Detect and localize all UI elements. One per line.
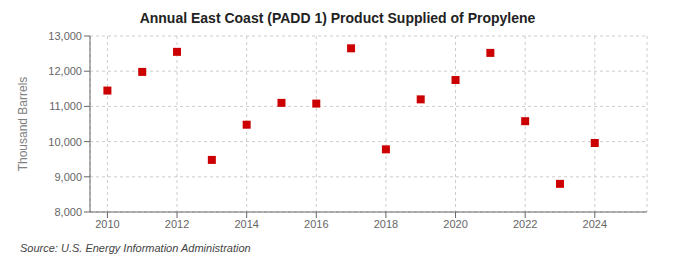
svg-text:10,000: 10,000: [48, 136, 82, 148]
svg-text:2016: 2016: [304, 218, 328, 230]
svg-text:12,000: 12,000: [48, 65, 82, 77]
html-text:Annual East Coast (PADD 1) Pro: Annual East Coast (PADD 1) Product Suppl…: [139, 10, 536, 26]
svg-text:2022: 2022: [513, 218, 537, 230]
svg-text:8,000: 8,000: [54, 206, 82, 218]
svg-text:2018: 2018: [374, 218, 398, 230]
svg-text:2020: 2020: [443, 218, 467, 230]
svg-text:9,000: 9,000: [54, 171, 82, 183]
svg-text:2014: 2014: [234, 218, 258, 230]
svg-text:Thousand Barrels: Thousand Barrels: [16, 77, 30, 172]
svg-text:11,000: 11,000: [49, 100, 82, 112]
html-text:Source: U.S. Energy Informatio: Source: U.S. Energy Information Administ…: [20, 242, 251, 254]
svg-text:2024: 2024: [583, 218, 607, 230]
svg-text:2010: 2010: [95, 218, 119, 230]
svg-text:13,000: 13,000: [48, 30, 82, 42]
svg-text:2012: 2012: [165, 218, 189, 230]
